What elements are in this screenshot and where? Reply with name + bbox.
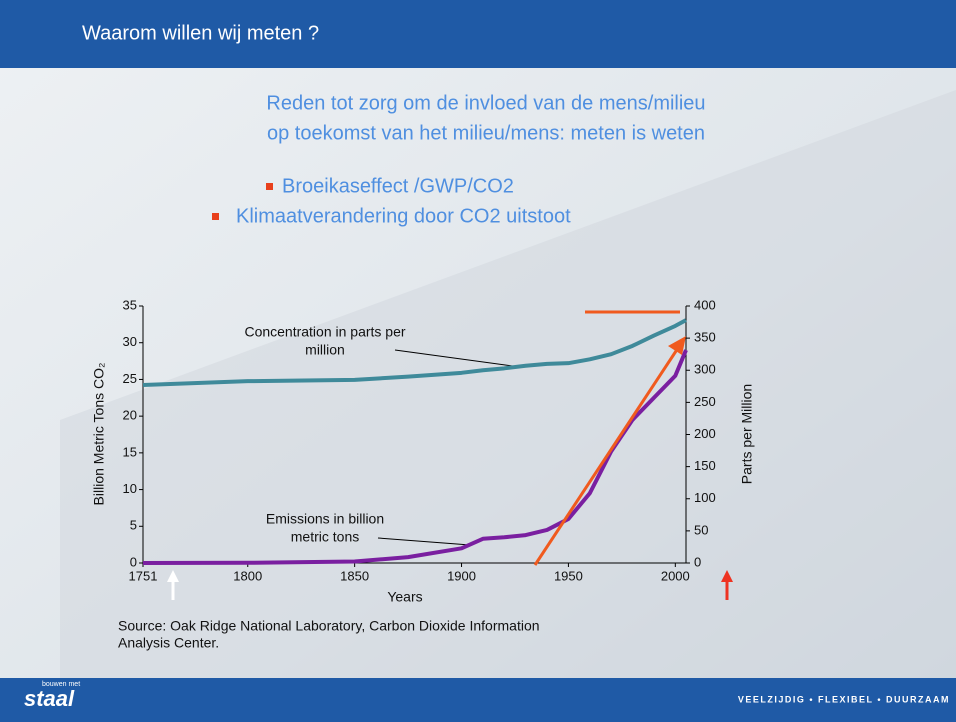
series-line (142, 318, 687, 388)
source: Source: Oak Ridge National Laboratory, C… (118, 618, 540, 634)
logo: staal (24, 686, 75, 711)
y2-axis-label: Parts per Million (739, 384, 755, 484)
x-tick-label: 2000 (661, 568, 690, 583)
y2-tick-label: 300 (694, 362, 716, 377)
y2-tick-label: 250 (694, 394, 716, 409)
y-axis-label: Billion Metric Tons CO₂ (91, 363, 107, 506)
annotation: Concentration in parts per (244, 324, 405, 340)
y2-tick-label: 200 (694, 426, 716, 441)
overlay-arrow (533, 344, 682, 566)
y-tick-label: 30 (123, 334, 137, 349)
y-tick-label: 25 (123, 371, 137, 386)
intro-line: op toekomst van het milieu/mens: meten i… (267, 122, 705, 144)
bullet (266, 183, 273, 190)
annotation: Emissions in billion (266, 511, 384, 527)
y-tick-label: 10 (123, 481, 137, 496)
slide-title: Waarom willen wij meten ? (82, 22, 319, 44)
y2-tick-label: 0 (694, 554, 701, 569)
logo-small: bouwen met (42, 681, 80, 688)
y-tick-label: 35 (123, 297, 137, 312)
y2-tick-label: 400 (694, 297, 716, 312)
slogan: VEELZIJDIG • FLEXIBEL • DUURZAAM (738, 694, 950, 704)
x-tick-label: 1950 (554, 568, 583, 583)
x-tick-label: 1751 (129, 568, 158, 583)
x-tick-label: 1800 (233, 568, 262, 583)
header-bar (0, 0, 956, 68)
y2-tick-label: 100 (694, 490, 716, 505)
building (60, 90, 956, 680)
source: Analysis Center. (118, 635, 219, 651)
y-tick-label: 15 (123, 444, 137, 459)
x-tick-label: 1900 (447, 568, 476, 583)
annotation: metric tons (291, 529, 359, 545)
x-axis-label: Years (387, 589, 422, 605)
annotation: million (305, 342, 345, 358)
y2-tick-label: 350 (694, 330, 716, 345)
intro-line: Reden tot zorg om de invloed van de mens… (266, 92, 705, 114)
y2-tick-label: 150 (694, 458, 716, 473)
marker-arrowhead (721, 570, 733, 582)
overlay-arrowhead (668, 336, 686, 355)
bullet-text: Klimaatverandering door CO2 uitstoot (236, 205, 571, 227)
annotation-arrow (377, 537, 471, 546)
y-tick-label: 0 (130, 554, 137, 569)
bullet (212, 213, 219, 220)
footer-bar (0, 678, 956, 722)
y-tick-label: 5 (130, 518, 137, 533)
y2-tick-label: 50 (694, 522, 708, 537)
annotation-arrow (394, 349, 521, 368)
y-tick-label: 20 (123, 408, 137, 423)
bullet-text: Broeikaseffect /GWP/CO2 (282, 175, 514, 197)
chart: Billion Metric Tons CO₂ Parts per Millio… (91, 297, 755, 604)
series-line (142, 349, 688, 565)
x-tick-label: 1850 (340, 568, 369, 583)
marker-arrowhead (167, 570, 179, 582)
